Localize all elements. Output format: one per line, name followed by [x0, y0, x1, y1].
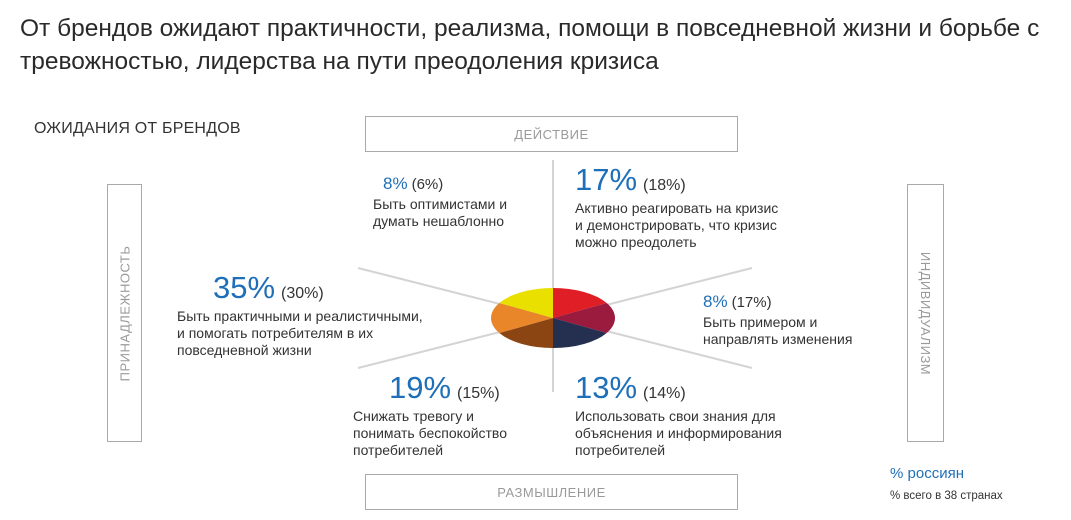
react-description: Активно реагировать на кризис и демонстр… — [575, 200, 779, 250]
example-percent: 8% — [703, 292, 728, 311]
item-anxiety: 19% (15%) Снижать тревогу и понимать бесп… — [353, 370, 553, 459]
axis-action-box: ДЕЙСТВИЕ — [365, 116, 738, 152]
react-percent: 17% — [575, 162, 638, 197]
hub-wedge-knowledge — [553, 318, 607, 348]
item-knowledge: 13% (14%) Использовать свои знания для об… — [575, 370, 835, 459]
item-optimists: 8% (6%) Быть оптимистами и думать нешабло… — [373, 174, 553, 230]
practical-description: Быть практичными и реалистичными, и помо… — [177, 308, 423, 358]
item-example: 8% (17%) Быть примером и направлять измен… — [703, 292, 893, 348]
axis-belonging-box: ПРИНАДЛЕЖНОСТЬ — [107, 184, 142, 442]
anxiety-description: Снижать тревогу и понимать беспокойство … — [353, 408, 507, 458]
anxiety-percent: 19% — [389, 370, 452, 405]
hub-wedge-optimists — [499, 288, 553, 318]
item-practical: 35% (30%) Быть практичными и реалистичным… — [177, 270, 477, 359]
example-description: Быть примером и направлять изменения — [703, 314, 853, 347]
page-headline: От брендов ожидают практичности, реализм… — [20, 15, 1040, 75]
knowledge-description: Использовать свои знания для объяснения … — [575, 408, 782, 458]
practical-global-percent: (30%) — [281, 285, 324, 302]
hub-wedge-practical — [491, 303, 553, 333]
legend-russia: % россиян — [890, 465, 964, 482]
hub-wedge-example — [553, 303, 615, 333]
anxiety-global-percent: (15%) — [457, 385, 500, 402]
hub-wedges — [491, 288, 615, 348]
knowledge-global-percent: (14%) — [643, 385, 686, 402]
section-label: ОЖИДАНИЯ ОТ БРЕНДОВ — [34, 120, 241, 137]
optimists-description: Быть оптимистами и думать нешаблонно — [373, 196, 508, 229]
optimists-percent: 8% — [383, 174, 408, 193]
axis-individualism-box: ИНДИВИДУАЛИЗМ — [907, 184, 944, 442]
legend: % россиян % всего в 38 странах — [890, 465, 1003, 502]
axis-reflection-label: РАЗМЫШЛЕНИЕ — [497, 484, 606, 500]
hub-wedge-anxiety — [499, 318, 553, 348]
hub-wedge-react — [553, 288, 607, 318]
example-global-percent: (17%) — [731, 294, 772, 311]
legend-global: % всего в 38 странах — [890, 490, 1003, 502]
knowledge-percent: 13% — [575, 370, 638, 405]
axis-reflection-box: РАЗМЫШЛЕНИЕ — [365, 474, 738, 510]
item-react: 17% (18%) Активно реагировать на кризис и… — [575, 162, 835, 251]
practical-percent: 35% — [213, 270, 276, 305]
axis-action-label: ДЕЙСТВИЕ — [514, 126, 589, 142]
optimists-global-percent: (6%) — [411, 176, 444, 193]
react-global-percent: (18%) — [643, 177, 686, 194]
